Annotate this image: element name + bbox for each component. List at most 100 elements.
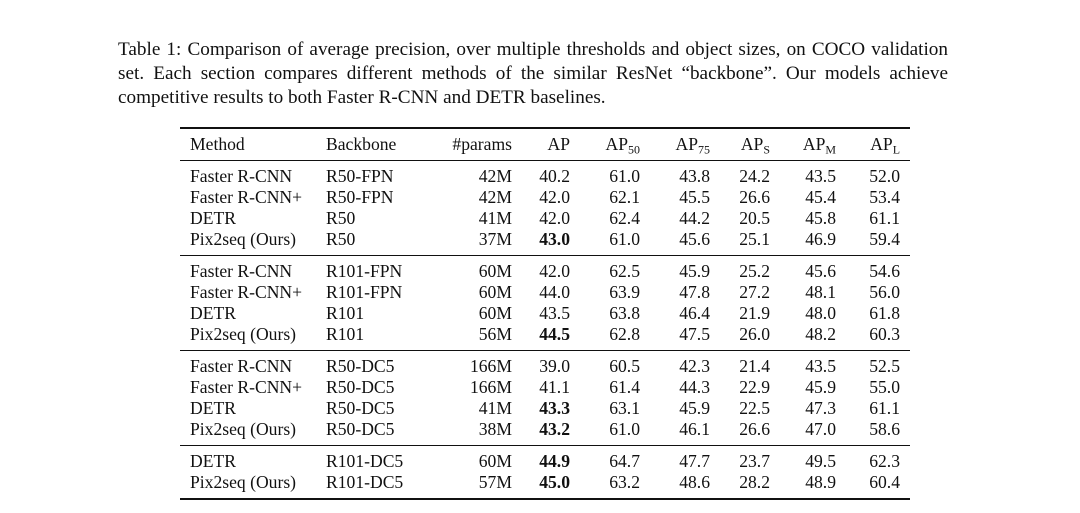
header-params: #params [452, 134, 512, 154]
cell-ap75: 44.3 [679, 377, 710, 397]
cell-ap: 45.0 [539, 472, 570, 492]
cell-apm: 47.3 [805, 398, 836, 418]
cell-backbone: R101-FPN [326, 261, 403, 281]
cell-apl: 61.1 [869, 208, 900, 228]
cell-method: Faster R-CNN [190, 166, 293, 186]
header-apm-base: AP [802, 134, 826, 154]
cell-method: Faster R-CNN+ [190, 187, 303, 207]
cell-ap50: 62.4 [609, 208, 640, 228]
cell-apm: 48.0 [805, 303, 836, 323]
cell-ap75: 47.7 [679, 451, 710, 471]
cell-backbone: R50-DC5 [326, 419, 395, 439]
table-row: Faster R-CNN R50-DC5 166M 39.0 60.5 42.3 21.4 4… [180, 350, 910, 378]
cell-aps: 26.6 [739, 187, 770, 207]
header-ap50: AP50 [574, 128, 644, 161]
cell-ap50: 64.7 [609, 451, 640, 471]
cell-ap: 40.2 [539, 166, 570, 186]
header-aps-base: AP [740, 134, 764, 154]
cell-method: Pix2seq (Ours) [190, 229, 297, 249]
cell-method: Faster R-CNN+ [190, 377, 303, 397]
table-row: Faster R-CNN R50-FPN 42M 40.2 61.0 43.8 24.2 43… [180, 160, 910, 188]
header-ap50-sub: 50 [628, 142, 640, 157]
table-row: Faster R-CNN+ R50-DC5 166M 41.1 61.4 44.3 22.9… [180, 377, 910, 398]
cell-ap: 42.0 [539, 208, 570, 228]
cell-backbone: R101-FPN [326, 282, 403, 302]
cell-aps: 25.2 [739, 261, 770, 281]
cell-params: 60M [478, 303, 512, 323]
cell-apl: 56.0 [869, 282, 900, 302]
cell-ap50: 62.1 [609, 187, 640, 207]
cell-backbone: R50-FPN [326, 166, 394, 186]
cell-apm: 43.5 [805, 356, 836, 376]
cell-ap: 42.0 [539, 187, 570, 207]
cell-ap: 43.2 [539, 419, 570, 439]
cell-apl: 52.0 [869, 166, 900, 186]
cell-apl: 52.5 [869, 356, 900, 376]
cell-apm: 45.8 [805, 208, 836, 228]
cell-backbone: R50 [326, 229, 356, 249]
cell-aps: 22.5 [739, 398, 770, 418]
cell-ap: 41.1 [539, 377, 570, 397]
cell-backbone: R101-DC5 [326, 451, 404, 471]
cell-ap75: 45.9 [679, 261, 710, 281]
cell-apl: 62.3 [869, 451, 900, 471]
cell-apl: 55.0 [869, 377, 900, 397]
results-table-container: Method Backbone #params AP AP50 AP75 APS… [180, 127, 910, 500]
cell-ap: 44.0 [539, 282, 570, 302]
cell-params: 42M [478, 166, 512, 186]
cell-ap75: 46.4 [679, 303, 710, 323]
cell-ap75: 46.1 [679, 419, 710, 439]
table-row: Pix2seq (Ours) R50 37M 43.0 61.0 45.6 25.1 46.9… [180, 229, 910, 256]
cell-params: 57M [478, 472, 512, 492]
cell-params: 60M [478, 261, 512, 281]
cell-aps: 23.7 [739, 451, 770, 471]
cell-apl: 61.1 [869, 398, 900, 418]
cell-aps: 21.9 [739, 303, 770, 323]
cell-params: 38M [478, 419, 512, 439]
cell-ap50: 61.0 [609, 166, 640, 186]
cell-ap75: 45.5 [679, 187, 710, 207]
cell-backbone: R101-DC5 [326, 472, 404, 492]
cell-apm: 48.2 [805, 324, 836, 344]
header-apl: APL [840, 128, 910, 161]
cell-method: Faster R-CNN+ [190, 282, 303, 302]
cell-backbone: R50-FPN [326, 187, 394, 207]
cell-params: 37M [478, 229, 512, 249]
cell-ap: 44.5 [539, 324, 570, 344]
cell-ap75: 43.8 [679, 166, 710, 186]
cell-aps: 28.2 [739, 472, 770, 492]
cell-ap50: 62.8 [609, 324, 640, 344]
cell-ap50: 61.4 [609, 377, 640, 397]
cell-apm: 46.9 [805, 229, 836, 249]
table-row: Pix2seq (Ours) R101 56M 44.5 62.8 47.5 26.0 48.… [180, 324, 910, 351]
table-body: Faster R-CNN R50-FPN 42M 40.2 61.0 43.8 24.2 43… [180, 160, 910, 499]
cell-apl: 61.8 [869, 303, 900, 323]
cell-params: 166M [469, 356, 512, 376]
header-ap: AP [547, 134, 571, 154]
cell-apl: 60.4 [869, 472, 900, 492]
cell-backbone: R50-DC5 [326, 356, 395, 376]
table-row: DETR R50-DC5 41M 43.3 63.1 45.9 22.5 47.3 61.1 [180, 398, 910, 419]
cell-ap50: 63.2 [609, 472, 640, 492]
table-row: Faster R-CNN+ R101-FPN 60M 44.0 63.9 47.8 27.2… [180, 282, 910, 303]
cell-ap50: 63.1 [609, 398, 640, 418]
cell-apl: 58.6 [869, 419, 900, 439]
header-apm-sub: M [825, 142, 836, 157]
header-aps: APS [714, 128, 774, 161]
cell-ap: 43.0 [539, 229, 570, 249]
cell-ap75: 44.2 [679, 208, 710, 228]
header-ap50-base: AP [605, 134, 629, 154]
cell-apm: 45.9 [805, 377, 836, 397]
cell-ap: 43.3 [539, 398, 570, 418]
cell-ap50: 62.5 [609, 261, 640, 281]
cell-backbone: R50-DC5 [326, 377, 395, 397]
cell-aps: 25.1 [739, 229, 770, 249]
cell-ap75: 42.3 [679, 356, 710, 376]
cell-aps: 21.4 [739, 356, 770, 376]
cell-apl: 53.4 [869, 187, 900, 207]
cell-apm: 45.6 [805, 261, 836, 281]
cell-ap50: 63.8 [609, 303, 640, 323]
cell-ap75: 45.6 [679, 229, 710, 249]
table-row: DETR R50 41M 42.0 62.4 44.2 20.5 45.8 61.1 [180, 208, 910, 229]
cell-method: Faster R-CNN [190, 261, 293, 281]
